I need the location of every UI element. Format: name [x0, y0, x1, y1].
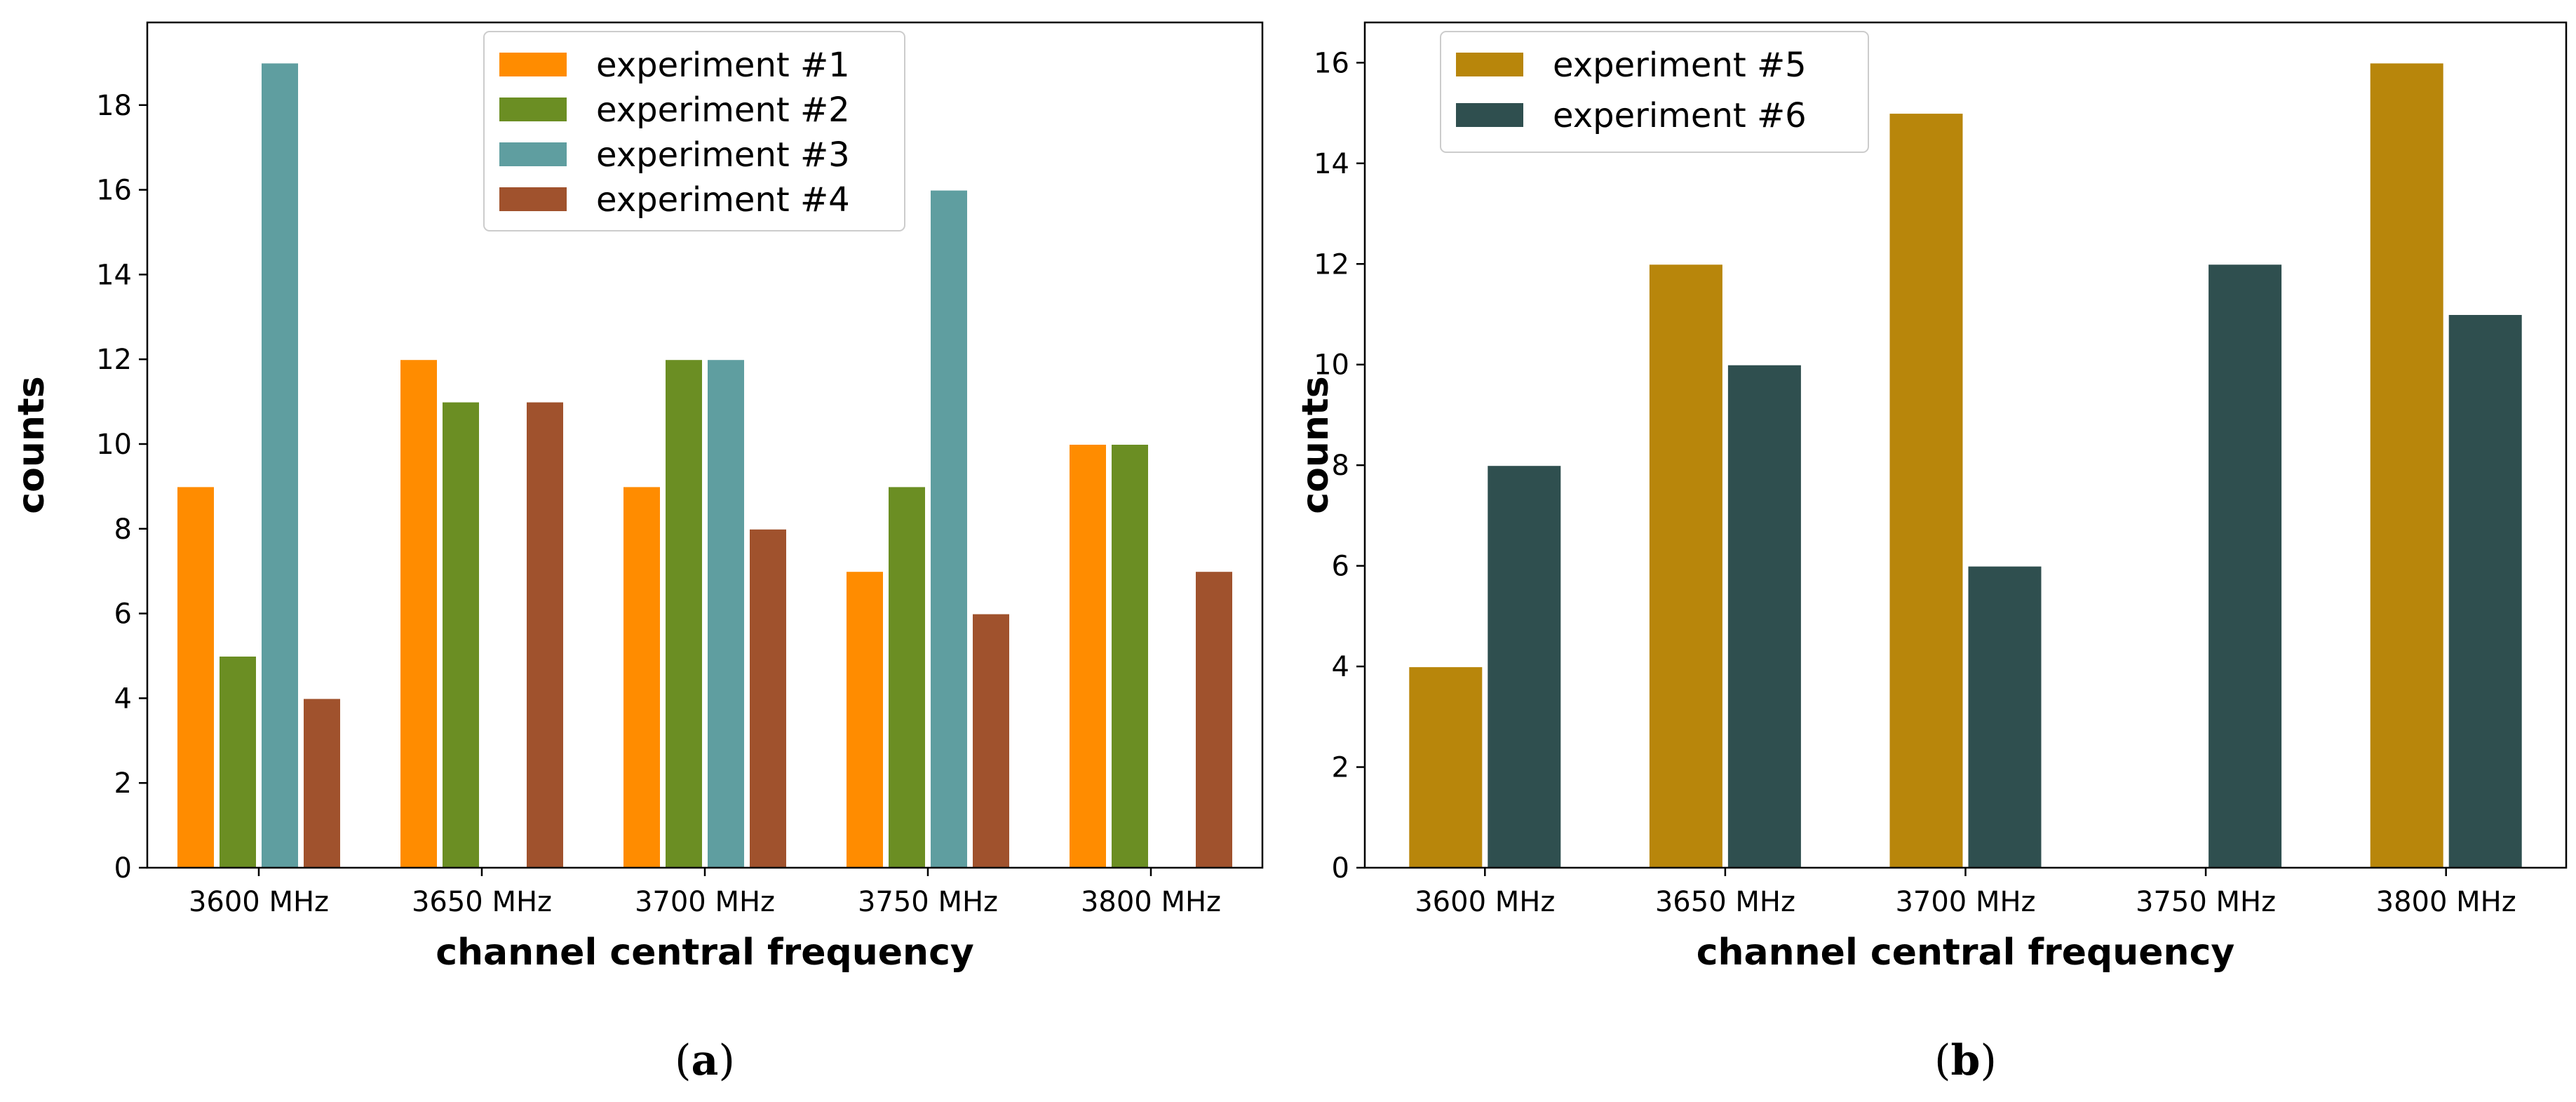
legend-swatch — [499, 142, 567, 166]
bar — [929, 189, 969, 869]
legend-swatch — [499, 187, 567, 211]
bar — [1726, 363, 1802, 868]
bar — [622, 485, 661, 868]
x-tick-label: 3700 MHz — [635, 886, 775, 918]
bar — [887, 485, 926, 868]
bar — [176, 485, 215, 868]
y-tick-label: 6 — [1332, 551, 1349, 583]
y-tick-label: 18 — [96, 90, 132, 122]
y-tick-label: 8 — [1332, 450, 1349, 482]
caption-close-paren: ) — [718, 1036, 734, 1085]
legend-label: experiment #6 — [1553, 96, 1807, 135]
figure-caption: (a) — [675, 1036, 735, 1085]
bar — [441, 401, 480, 868]
bar — [1110, 443, 1149, 868]
legend-swatch — [499, 53, 567, 76]
x-tick-label: 3650 MHz — [412, 886, 552, 918]
bar — [2207, 263, 2284, 868]
y-tick-label: 0 — [114, 852, 132, 885]
legend-box — [1440, 31, 1869, 153]
caption-open-paren: ( — [675, 1036, 691, 1085]
x-tick-label: 3650 MHz — [1655, 886, 1795, 918]
bar — [664, 358, 703, 868]
y-tick-label: 0 — [1332, 852, 1349, 885]
caption-open-paren: ( — [1934, 1036, 1950, 1085]
bar — [1068, 443, 1107, 868]
x-tick-label: 3600 MHz — [1415, 886, 1555, 918]
y-tick-label: 8 — [114, 513, 132, 546]
legend-label: experiment #1 — [596, 46, 850, 85]
bar — [1486, 464, 1563, 868]
bar — [260, 62, 299, 868]
y-tick-label: 16 — [96, 175, 132, 207]
bar — [1967, 565, 2043, 868]
bar — [845, 570, 884, 868]
bar — [971, 612, 1011, 868]
bar — [706, 358, 746, 868]
y-tick-label: 2 — [1332, 752, 1349, 784]
caption-letter: b — [1951, 1036, 1981, 1085]
chart-a: 0 2 4 6 8 10 12 14 16 18 3600 MHz 3650 MHz 3700 MHz 3… — [11, 21, 1264, 1085]
legend-swatch — [1456, 53, 1523, 76]
chart-b: 0 2 4 6 8 10 12 14 16 3600 MHz 3650 MHz 3700 MHz 375… — [1295, 21, 2568, 1085]
legend-box — [483, 31, 905, 231]
x-tick-label: 3750 MHz — [2136, 886, 2276, 918]
y-tick-label: 12 — [1314, 248, 1349, 281]
caption-close-paren: ) — [1980, 1036, 1996, 1085]
y-tick-label: 10 — [96, 429, 132, 461]
x-axis-title: channel central frequency — [1697, 932, 2235, 974]
bar — [1647, 263, 1724, 868]
bar — [1888, 112, 1964, 869]
y-axis-title: counts — [1295, 376, 1337, 513]
bar — [1194, 570, 1234, 868]
legend-label: experiment #3 — [596, 135, 850, 175]
y-tick-label: 6 — [114, 598, 132, 631]
x-tick-label: 3750 MHz — [858, 886, 998, 918]
legend-label: experiment #4 — [596, 180, 850, 220]
x-tick-label: 3600 MHz — [189, 886, 329, 918]
y-axis-title: counts — [11, 376, 53, 513]
bar — [1408, 666, 1484, 868]
bar — [525, 401, 565, 868]
x-axis-title: channel central frequency — [436, 932, 974, 974]
y-tick-label: 14 — [96, 259, 132, 291]
y-tick-label: 4 — [114, 683, 132, 715]
caption-letter: a — [692, 1036, 719, 1085]
legend-swatch — [1456, 103, 1523, 127]
legend-label: experiment #5 — [1553, 46, 1807, 85]
y-tick-label: 12 — [96, 344, 132, 376]
y-tick-label: 2 — [114, 767, 132, 800]
y-tick-label: 4 — [1332, 651, 1349, 683]
bar — [2368, 62, 2445, 868]
bar — [218, 655, 257, 868]
x-tick-label: 3800 MHz — [2376, 886, 2516, 918]
y-tick-label: 14 — [1314, 148, 1349, 180]
bar — [748, 528, 788, 868]
y-tick-label: 10 — [1314, 349, 1349, 382]
legend-swatch — [499, 98, 567, 121]
bar — [399, 358, 438, 868]
legend-label: experiment #2 — [596, 90, 850, 130]
x-tick-label: 3800 MHz — [1081, 886, 1221, 918]
bar — [2447, 314, 2523, 868]
bar — [302, 697, 342, 869]
x-tick-label: 3700 MHz — [1895, 886, 2035, 918]
figure-caption: (b) — [1934, 1036, 1997, 1085]
y-tick-label: 16 — [1314, 47, 1349, 79]
